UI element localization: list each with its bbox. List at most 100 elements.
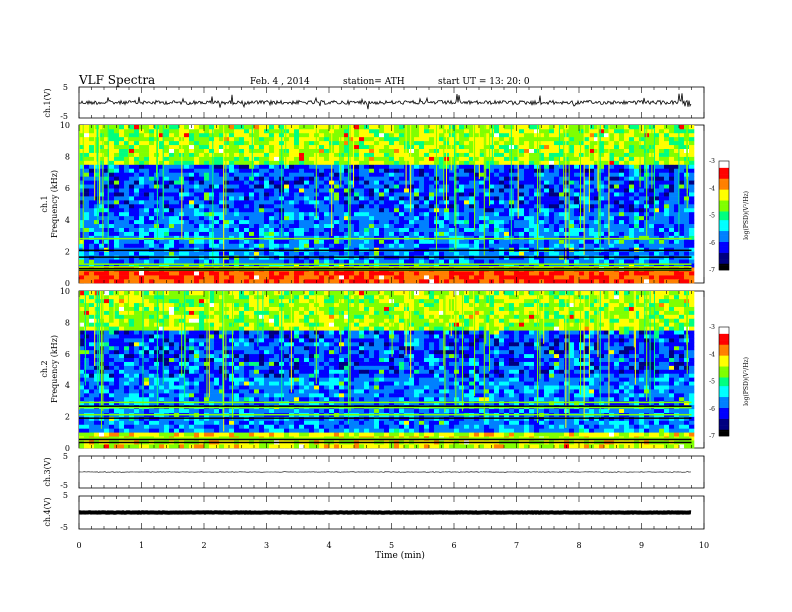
spec-cell (184, 251, 190, 256)
ch1-spectrogram-image (79, 125, 695, 284)
spec-cell (284, 160, 290, 165)
spec-cell (529, 144, 535, 149)
spec-cell (139, 204, 145, 209)
spec-cell (574, 152, 580, 157)
spec-cell (254, 235, 260, 240)
spec-cell (579, 215, 585, 221)
spec-cell (199, 164, 205, 169)
spec-cell (324, 184, 330, 189)
spec-cell (484, 128, 490, 134)
spec-cell (104, 156, 110, 161)
spec-cell (504, 259, 510, 264)
spec-cell (549, 235, 555, 240)
spec-cell (154, 211, 160, 217)
spec-cell (94, 172, 100, 177)
spec-cell (234, 128, 240, 134)
spec-cell (369, 132, 375, 138)
spec-cell (79, 196, 85, 201)
spec-cell (469, 251, 475, 256)
spec-cell (494, 235, 500, 240)
spec-cell (659, 271, 665, 276)
spec-cell (199, 235, 205, 240)
spec-cell (99, 128, 105, 134)
spec-cell (399, 204, 405, 209)
spec-cell (524, 204, 530, 209)
spec-cell (664, 132, 670, 138)
spec-cell (599, 180, 605, 185)
spec-cell (359, 219, 365, 225)
spec-cell (634, 263, 640, 268)
spec-cell (394, 136, 400, 142)
spec-cell (424, 148, 430, 153)
spec-cell (124, 200, 130, 205)
spec-cell (669, 207, 675, 213)
spec-cell (184, 136, 190, 142)
spec-cell (639, 263, 645, 268)
spec-cell (664, 259, 670, 264)
spec-cell (659, 215, 665, 221)
spec-cell (589, 259, 595, 264)
spec-cell (449, 211, 455, 217)
spec-cell (394, 160, 400, 165)
spec-cell (214, 152, 220, 157)
spec-cell (484, 243, 490, 248)
spec-cell (84, 223, 90, 228)
spec-cell (194, 140, 200, 146)
spec-cell (614, 243, 620, 248)
spec-cell (139, 251, 145, 256)
spec-cell (519, 231, 525, 236)
spec-cell (509, 275, 515, 280)
spec-cell (89, 263, 95, 268)
spec-cell (109, 168, 115, 173)
spec-cell (374, 148, 380, 153)
spec-cell (169, 263, 175, 268)
ch1-spec-ytick-5: 10 (60, 121, 70, 130)
spec-cell (514, 152, 520, 157)
spec-cell (139, 215, 145, 221)
spec-cell (419, 219, 425, 225)
spec-cell (429, 125, 435, 130)
spec-cell (274, 176, 280, 181)
spec-cell (159, 128, 165, 134)
spec-cell (654, 263, 660, 268)
spec-cell (314, 239, 320, 244)
spec-cell (204, 251, 210, 256)
spec-cell (229, 279, 235, 284)
spec-cell (274, 180, 280, 185)
spec-cell (544, 176, 550, 181)
spec-cell (539, 144, 545, 149)
spec-cell (659, 204, 665, 209)
spec-cell (479, 184, 485, 189)
spec-cell (609, 223, 615, 228)
spec-cell (399, 188, 405, 193)
spec-cell (399, 132, 405, 138)
spec-cell (234, 215, 240, 221)
spec-cell (439, 168, 445, 173)
spec-cell (479, 263, 485, 268)
spec-cell (284, 176, 290, 181)
spec-cell (474, 132, 480, 138)
spec-cell (629, 156, 635, 161)
spec-cell (674, 148, 680, 153)
spec-cell (434, 263, 440, 268)
ch1-ytick-top: 5 (63, 83, 68, 92)
spec-cell (629, 192, 635, 197)
spec-cell (164, 184, 170, 189)
spec-cell (494, 227, 500, 232)
spec-cell (594, 196, 600, 201)
spec-cell (259, 196, 265, 201)
spec-cell (499, 148, 505, 153)
spec-cell (529, 180, 535, 185)
spec-cell (209, 259, 215, 264)
spec-cell (249, 152, 255, 157)
spec-cell (629, 196, 635, 201)
spec-cell (474, 180, 480, 185)
spec-cell (564, 176, 570, 181)
spec-cell (229, 204, 235, 209)
spec-cell (499, 156, 505, 161)
spec-cell (114, 192, 120, 197)
spec-cell (419, 144, 425, 149)
spec-cell (454, 192, 460, 197)
spec-cell (289, 207, 295, 213)
spec-cell (679, 219, 685, 225)
